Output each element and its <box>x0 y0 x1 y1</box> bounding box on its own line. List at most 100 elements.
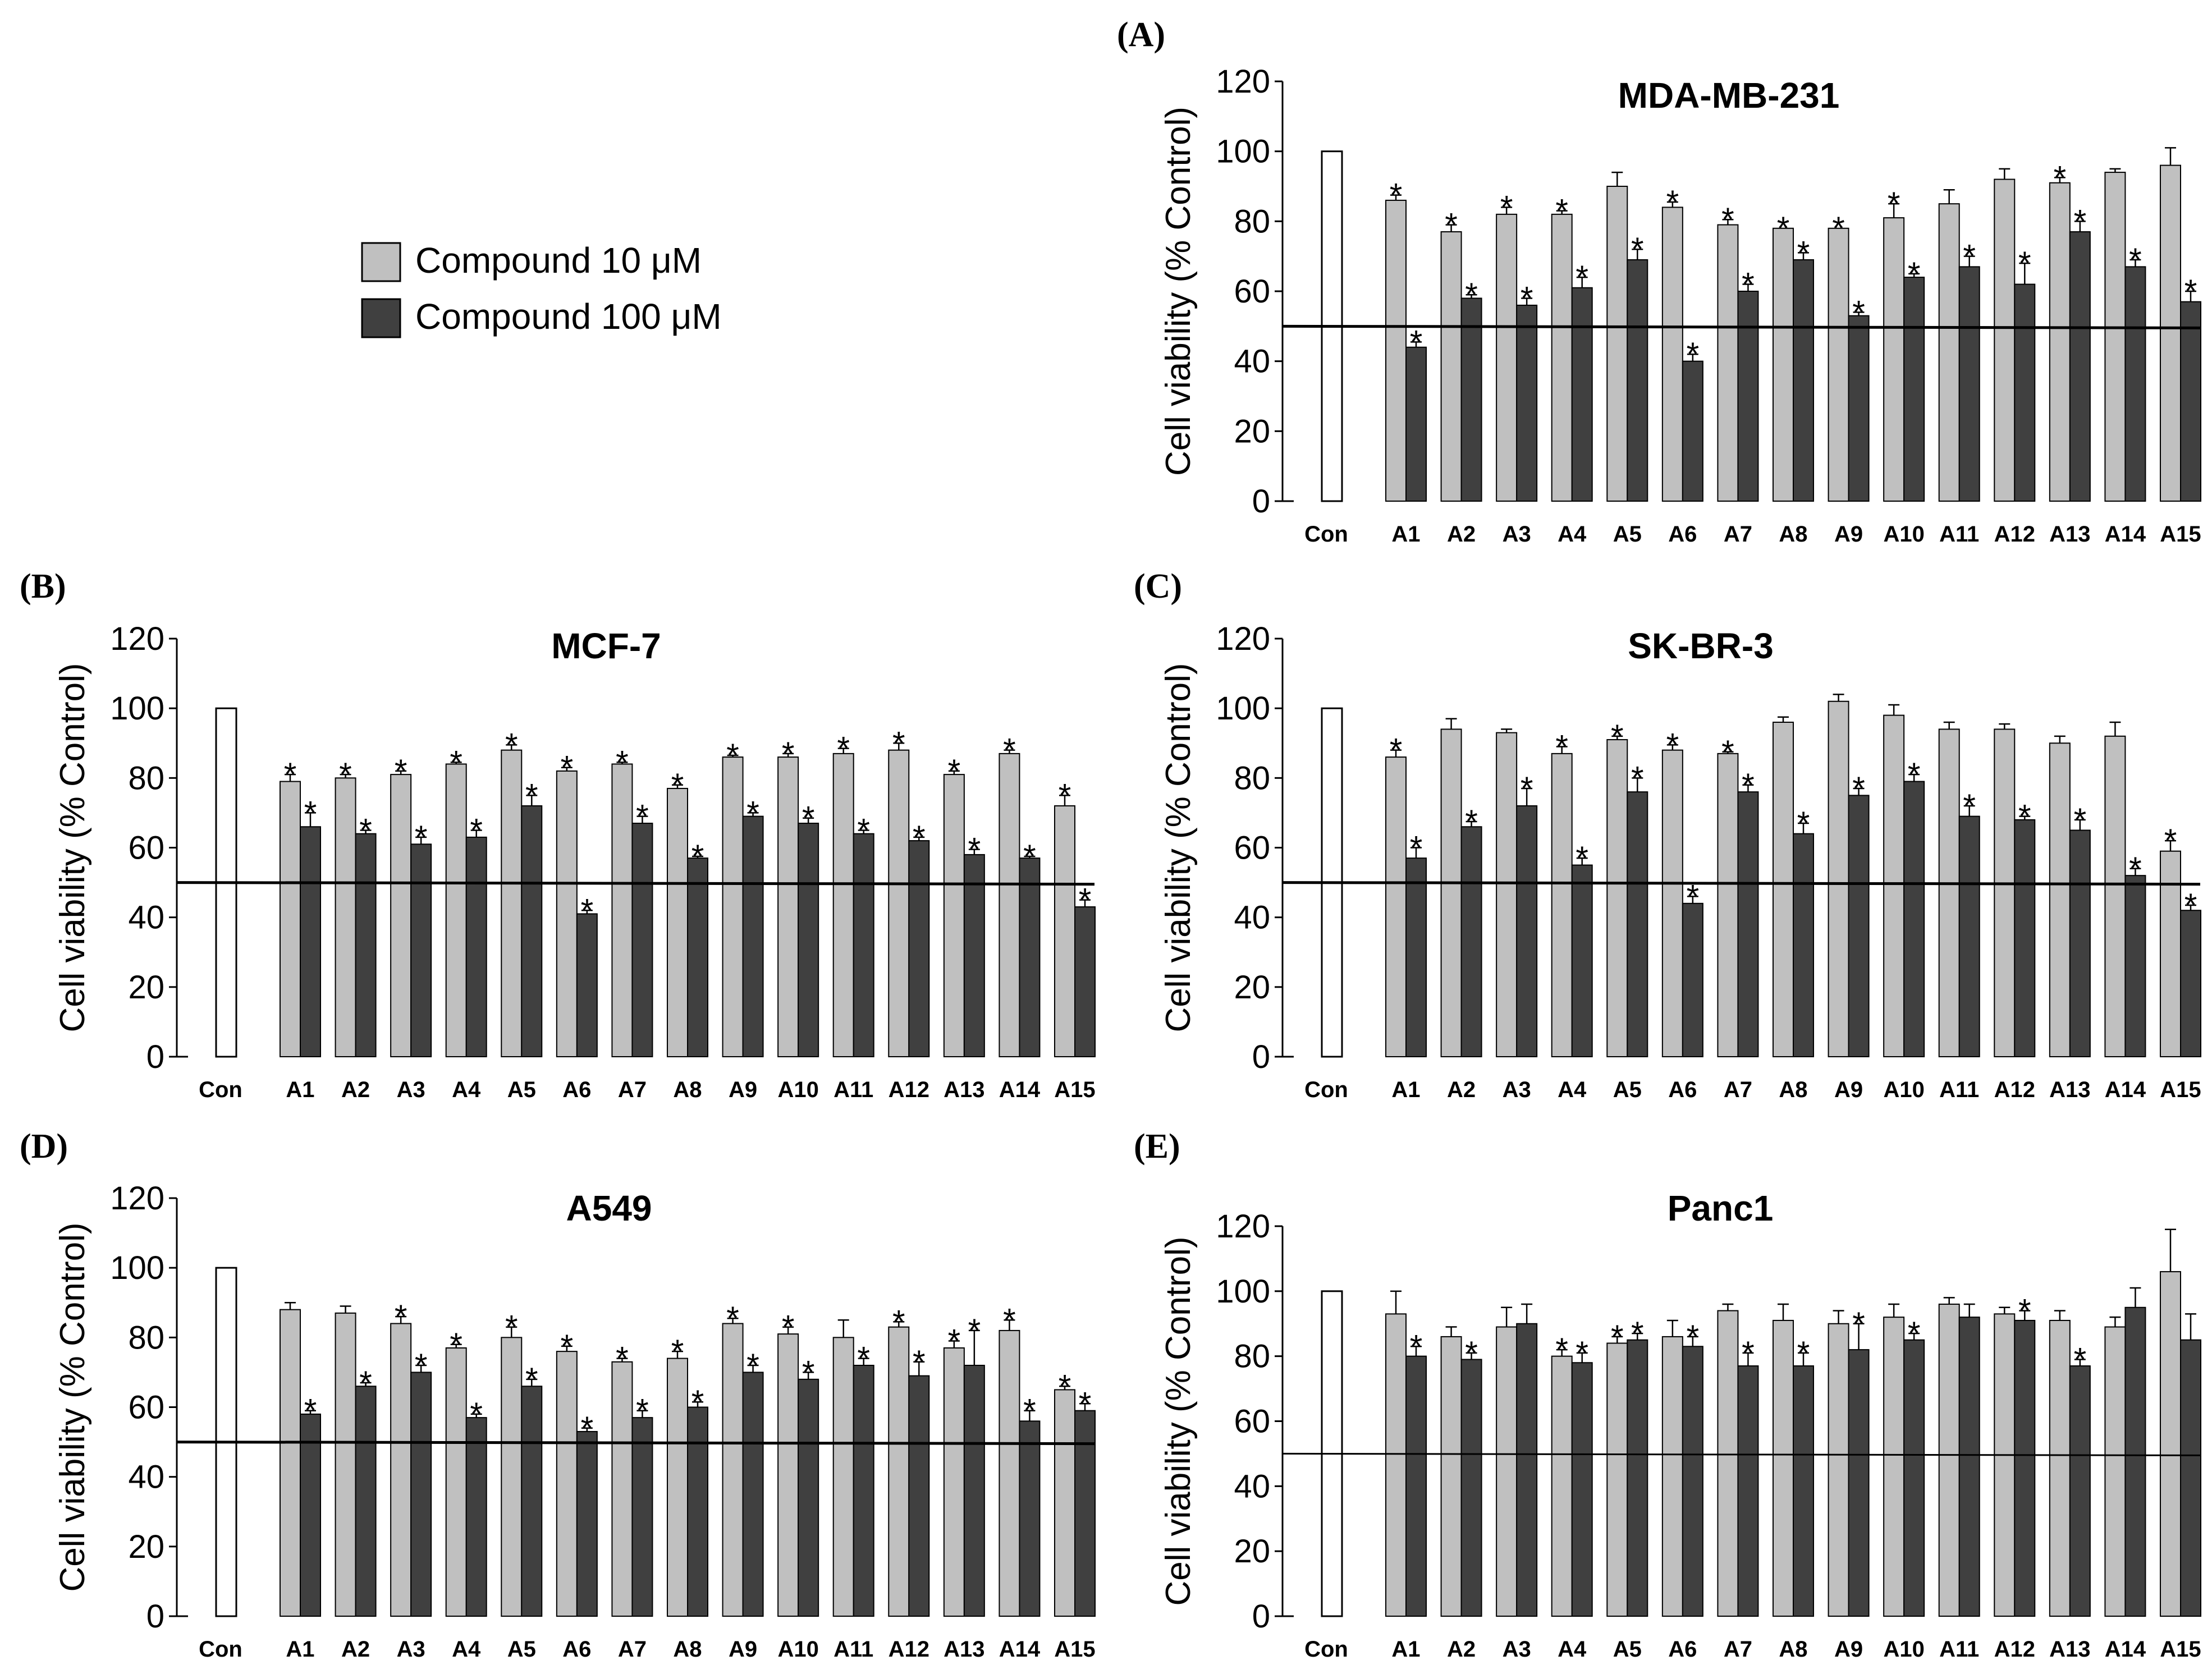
significance-marker: * <box>857 1341 870 1377</box>
x-tick-label: A3 <box>1503 1637 1531 1662</box>
x-tick-label: A4 <box>1558 522 1587 547</box>
bar-a8-100uM <box>1793 1365 1814 1617</box>
bar-a14-10uM <box>2104 172 2126 502</box>
x-tick-label: A12 <box>1994 522 2035 547</box>
panel-letter: (B) <box>20 567 66 606</box>
x-tick-label: A13 <box>2049 1637 2090 1662</box>
y-tick-label: 80 <box>1234 1338 1270 1375</box>
x-tick-label: A14 <box>999 1077 1041 1102</box>
bar-a1-100uM <box>1405 1355 1427 1617</box>
bar-a11-10uM <box>1938 1304 1960 1617</box>
x-tick-label: A10 <box>777 1077 818 1102</box>
x-tick-label: A9 <box>1834 522 1863 547</box>
bar-a1-10uM <box>1385 1313 1407 1617</box>
x-tick-label: A15 <box>2160 1637 2201 1662</box>
bar-a1-100uM <box>1405 857 1427 1057</box>
significance-marker: * <box>1555 193 1568 230</box>
x-tick-label: A11 <box>1939 1637 1979 1662</box>
bar-a7-100uM <box>1737 291 1759 502</box>
significance-marker: * <box>1631 231 1644 268</box>
panel-mcf-7: (B) MCF-7 0 20 40 60 80 100 120 Cell viability (%… <box>20 567 1096 1102</box>
significance-marker: * <box>1611 718 1624 755</box>
panel-a549: (D) A549 0 20 40 60 80 100 120 Cell viability (% … <box>20 1127 1096 1662</box>
significance-marker: * <box>837 731 850 767</box>
significance-marker: * <box>1003 1302 1016 1338</box>
significance-marker: * <box>1410 324 1423 360</box>
bar-a5-100uM <box>521 1386 543 1617</box>
chart-title: MDA-MB-231 <box>1618 75 1840 116</box>
bar-a9-10uM <box>722 1323 744 1617</box>
bar-a12-10uM <box>888 1326 910 1617</box>
bar-a3-100uM <box>1516 304 1538 502</box>
bar-a10-100uM <box>1903 1339 1925 1617</box>
significance-marker: * <box>857 812 870 849</box>
significance-marker: * <box>1465 277 1478 313</box>
x-tick-label: A15 <box>2160 1077 2201 1102</box>
significance-marker: * <box>1079 882 1092 919</box>
x-tick-label: A3 <box>397 1077 425 1102</box>
significance-marker: * <box>913 1344 926 1381</box>
significance-marker: * <box>1521 280 1533 317</box>
chart-title: Panc1 <box>1668 1188 1774 1228</box>
significance-marker: * <box>1797 1335 1810 1372</box>
significance-marker: * <box>1555 728 1568 765</box>
x-tick-label: A12 <box>889 1637 929 1662</box>
x-tick-label: A6 <box>1668 1077 1697 1102</box>
bar-a12-100uM <box>908 840 930 1058</box>
x-tick-label: A9 <box>1834 1077 1863 1102</box>
significance-marker: * <box>2018 799 2031 835</box>
significance-marker: * <box>1576 259 1588 296</box>
bar-a11-100uM <box>1958 815 1980 1057</box>
bar-a1-100uM <box>300 1413 321 1617</box>
chart-title: A549 <box>566 1188 652 1228</box>
significance-marker: * <box>1852 294 1865 331</box>
bar-a6-10uM <box>556 770 578 1057</box>
bar-a10-100uM <box>798 1378 819 1617</box>
bar-a14-100uM <box>2124 1306 2146 1617</box>
bar-a3-100uM <box>410 1372 432 1617</box>
reference-line-50 <box>176 1441 1095 1446</box>
bar-a10-100uM <box>1903 781 1925 1057</box>
bar-a15-10uM <box>2160 1271 2181 1617</box>
significance-marker: * <box>1888 186 1900 222</box>
x-tick-label: A10 <box>1883 1637 1924 1662</box>
bar-a8-100uM <box>1793 259 1814 502</box>
significance-marker: * <box>1742 1335 1755 1372</box>
bar-a6-10uM <box>1661 207 1683 502</box>
x-tick-label: A1 <box>1391 1637 1420 1662</box>
x-tick-label: A8 <box>673 1077 702 1102</box>
significance-marker: * <box>1631 1315 1644 1352</box>
x-tick-label: A12 <box>889 1077 929 1102</box>
x-tick-label: A11 <box>833 1637 873 1662</box>
bar-a15-10uM <box>1054 1389 1075 1617</box>
x-tick-label: A9 <box>729 1637 757 1662</box>
significance-marker: * <box>1687 1319 1700 1355</box>
x-tick-label: A8 <box>673 1637 702 1662</box>
x-tick-label: A10 <box>777 1637 818 1662</box>
x-tick-label: A13 <box>2049 522 2090 547</box>
significance-marker: * <box>339 756 352 793</box>
x-tick-label: A7 <box>618 1637 647 1662</box>
x-tick-label: A10 <box>1883 522 1924 547</box>
x-tick-label: A13 <box>944 1637 984 1662</box>
x-tick-label: A8 <box>1779 522 1807 547</box>
significance-marker: * <box>671 1333 684 1370</box>
x-tick-label: A7 <box>618 1077 647 1102</box>
significance-marker: * <box>1465 1335 1478 1372</box>
significance-marker: * <box>1721 734 1734 771</box>
bar-a12-100uM <box>2014 819 2036 1058</box>
bar-a12-10uM <box>1994 728 2016 1057</box>
significance-marker: * <box>1687 336 1700 373</box>
significance-marker: * <box>1832 210 1845 247</box>
significance-marker: * <box>2184 887 2197 924</box>
bar-a5-10uM <box>1606 739 1628 1057</box>
bar-a13-100uM <box>963 1365 985 1617</box>
bar-a1-100uM <box>300 826 321 1057</box>
x-tick-label: A11 <box>833 1077 873 1102</box>
bar-a4-10uM <box>1551 1355 1573 1617</box>
panel-mda-mb-231: (A) MDA-MB-231 0 20 40 60 80 100 120 Cell viabili… <box>1117 16 2201 547</box>
y-axis-label: Cell viability (% Control) <box>1159 663 1198 1032</box>
bar-a13-10uM <box>943 1347 965 1617</box>
bar-a15-100uM <box>2180 301 2201 502</box>
x-tick-label: A15 <box>2160 522 2201 547</box>
